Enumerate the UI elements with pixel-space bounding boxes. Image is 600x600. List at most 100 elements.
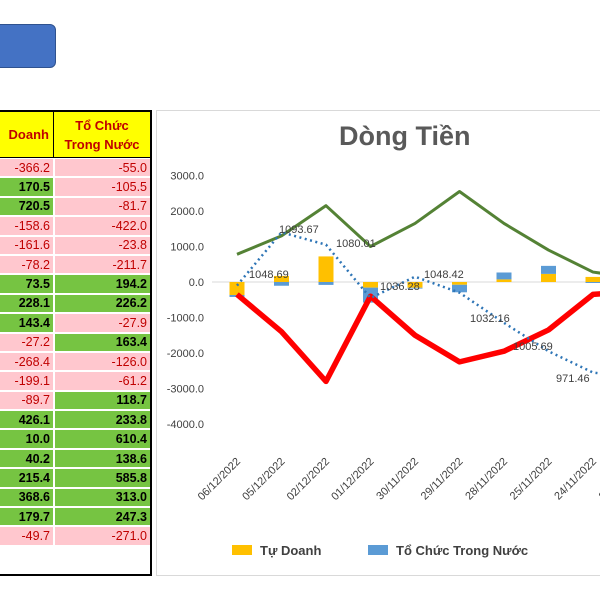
table-row: 143.4 -27.9 <box>0 313 150 332</box>
table-row: -268.4 -126.0 <box>0 352 150 371</box>
cell-tu-doanh: -161.6 <box>0 236 53 254</box>
bar-tu-doanh <box>318 256 334 282</box>
cell-to-chuc: -422.0 <box>55 217 150 235</box>
series-line <box>236 189 600 275</box>
shape-button[interactable] <box>0 24 56 68</box>
bar-to-chuc <box>452 284 467 293</box>
cell-tu-doanh: 170.5 <box>0 178 53 196</box>
table-row: -161.6 -23.8 <box>0 236 150 255</box>
cell-to-chuc: -23.8 <box>55 236 150 254</box>
x-tick-label: 28/11/2022 <box>463 456 510 503</box>
x-tick-label: 06/12/2022 <box>196 456 243 503</box>
bar-tu-doanh <box>363 282 378 288</box>
bar-to-chuc <box>318 282 334 285</box>
x-tick-label: 01/12/2022 <box>329 456 376 503</box>
table-row: 40.2 138.6 <box>0 449 150 468</box>
y-tick-label: -3000.0 <box>167 384 204 396</box>
table-row: 73.5 194.2 <box>0 274 150 293</box>
table-row: -158.6 -422.0 <box>0 216 150 235</box>
y-tick-label: -1000.0 <box>167 313 204 325</box>
cell-to-chuc: 118.7 <box>55 391 150 410</box>
bar-tu-doanh <box>541 273 556 282</box>
x-tick-label: 05/12/2022 <box>240 456 287 503</box>
cell-to-chuc: 585.8 <box>55 469 150 487</box>
table-row: 368.6 313.0 <box>0 488 150 507</box>
cell-tu-doanh: -89.7 <box>0 391 53 410</box>
header-tu-doanh: Doanh <box>0 112 54 158</box>
legend-swatch-to-chuc <box>368 545 388 555</box>
x-tick-label: 24/11/2022 <box>552 456 599 503</box>
data-label: 1036.28 <box>380 281 420 293</box>
cell-to-chuc: 226.2 <box>55 294 150 313</box>
series-line <box>236 231 600 375</box>
data-label: 1048.69 <box>249 269 289 281</box>
cell-tu-doanh: -27.2 <box>0 333 53 351</box>
table-row: -78.2 -211.7 <box>0 255 150 274</box>
cell-tu-doanh: 73.5 <box>0 275 53 293</box>
bar-to-chuc <box>585 282 600 283</box>
cell-to-chuc: -27.9 <box>55 314 150 332</box>
cell-to-chuc: -271.0 <box>55 527 150 545</box>
data-label: 1048.42 <box>424 269 464 281</box>
table-row: 170.5 -105.5 <box>0 177 150 196</box>
legend-swatch-tu-doanh <box>232 545 252 555</box>
data-label: 1005.69 <box>513 341 553 353</box>
header-to-chuc-trong-nuoc: Tổ Chức Trong Nước <box>54 112 150 158</box>
cell-tu-doanh: 10.0 <box>0 430 53 448</box>
table-row: -89.7 118.7 <box>0 391 150 410</box>
table-row: 179.7 247.3 <box>0 507 150 526</box>
cell-tu-doanh: 426.1 <box>0 411 53 429</box>
bar-tu-doanh <box>496 279 512 282</box>
cell-to-chuc: 194.2 <box>55 275 150 293</box>
data-label: 1093.67 <box>279 224 319 236</box>
bar-to-chuc <box>541 265 556 274</box>
y-tick-label: 0.0 <box>189 277 204 289</box>
x-tick-label: 02/12/2022 <box>285 456 332 503</box>
cell-tu-doanh: -49.7 <box>0 527 53 545</box>
cell-to-chuc: -81.7 <box>55 197 150 216</box>
legend-label-tu-doanh: Tự Doanh <box>260 543 321 558</box>
cell-tu-doanh: -78.2 <box>0 255 53 274</box>
y-tick-label: 2000.0 <box>170 206 204 218</box>
bar-to-chuc <box>274 282 289 286</box>
cell-to-chuc: -211.7 <box>55 255 150 274</box>
bar-tu-doanh <box>229 282 245 296</box>
x-tick-label: 25/11/2022 <box>508 456 555 503</box>
data-table: Doanh Tổ Chức Trong Nước -366.2 -55.0 170.5… <box>0 110 152 576</box>
table-row: -27.2 163.4 <box>0 333 150 352</box>
table-row: 228.1 226.2 <box>0 294 150 313</box>
cell-to-chuc: 138.6 <box>55 449 150 468</box>
cell-to-chuc: 313.0 <box>55 488 150 507</box>
cell-to-chuc: -105.5 <box>55 178 150 196</box>
data-label: 971.46 <box>556 373 590 385</box>
table-row: 215.4 585.8 <box>0 468 150 487</box>
bar-tu-doanh <box>452 282 467 285</box>
chart-title: Dòng Tiền <box>339 121 471 151</box>
cell-to-chuc: 610.4 <box>55 430 150 448</box>
data-label: 1032.16 <box>470 313 510 325</box>
series-line <box>235 291 600 385</box>
cell-tu-doanh: 228.1 <box>0 294 53 313</box>
cell-tu-doanh: -268.4 <box>0 352 53 371</box>
cell-to-chuc: 163.4 <box>55 333 150 351</box>
cell-tu-doanh: -366.2 <box>0 159 53 177</box>
y-tick-label: 3000.0 <box>170 171 204 183</box>
cell-to-chuc: -55.0 <box>55 159 150 177</box>
cell-tu-doanh: 368.6 <box>0 488 53 507</box>
table-row: 426.1 233.8 <box>0 410 150 429</box>
bar-tu-doanh <box>407 282 423 288</box>
cell-tu-doanh: -158.6 <box>0 217 53 235</box>
cell-tu-doanh: 179.7 <box>0 508 53 526</box>
legend-label-to-chuc: Tổ Chức Trong Nước <box>396 543 528 558</box>
cell-tu-doanh: 720.5 <box>0 197 53 216</box>
data-label: 1080.01 <box>336 238 376 250</box>
table-body: -366.2 -55.0 170.5 -105.5 720.5 -81.7 -158.6 -4… <box>0 158 150 546</box>
bar-to-chuc <box>496 272 512 280</box>
x-tick-label: 29/11/2022 <box>419 456 466 503</box>
cell-tu-doanh: -199.1 <box>0 372 53 390</box>
table-row: -49.7 -271.0 <box>0 526 150 545</box>
x-tick-label: 30/11/2022 <box>374 456 421 503</box>
cell-tu-doanh: 143.4 <box>0 314 53 332</box>
bar-tu-doanh <box>585 276 600 282</box>
